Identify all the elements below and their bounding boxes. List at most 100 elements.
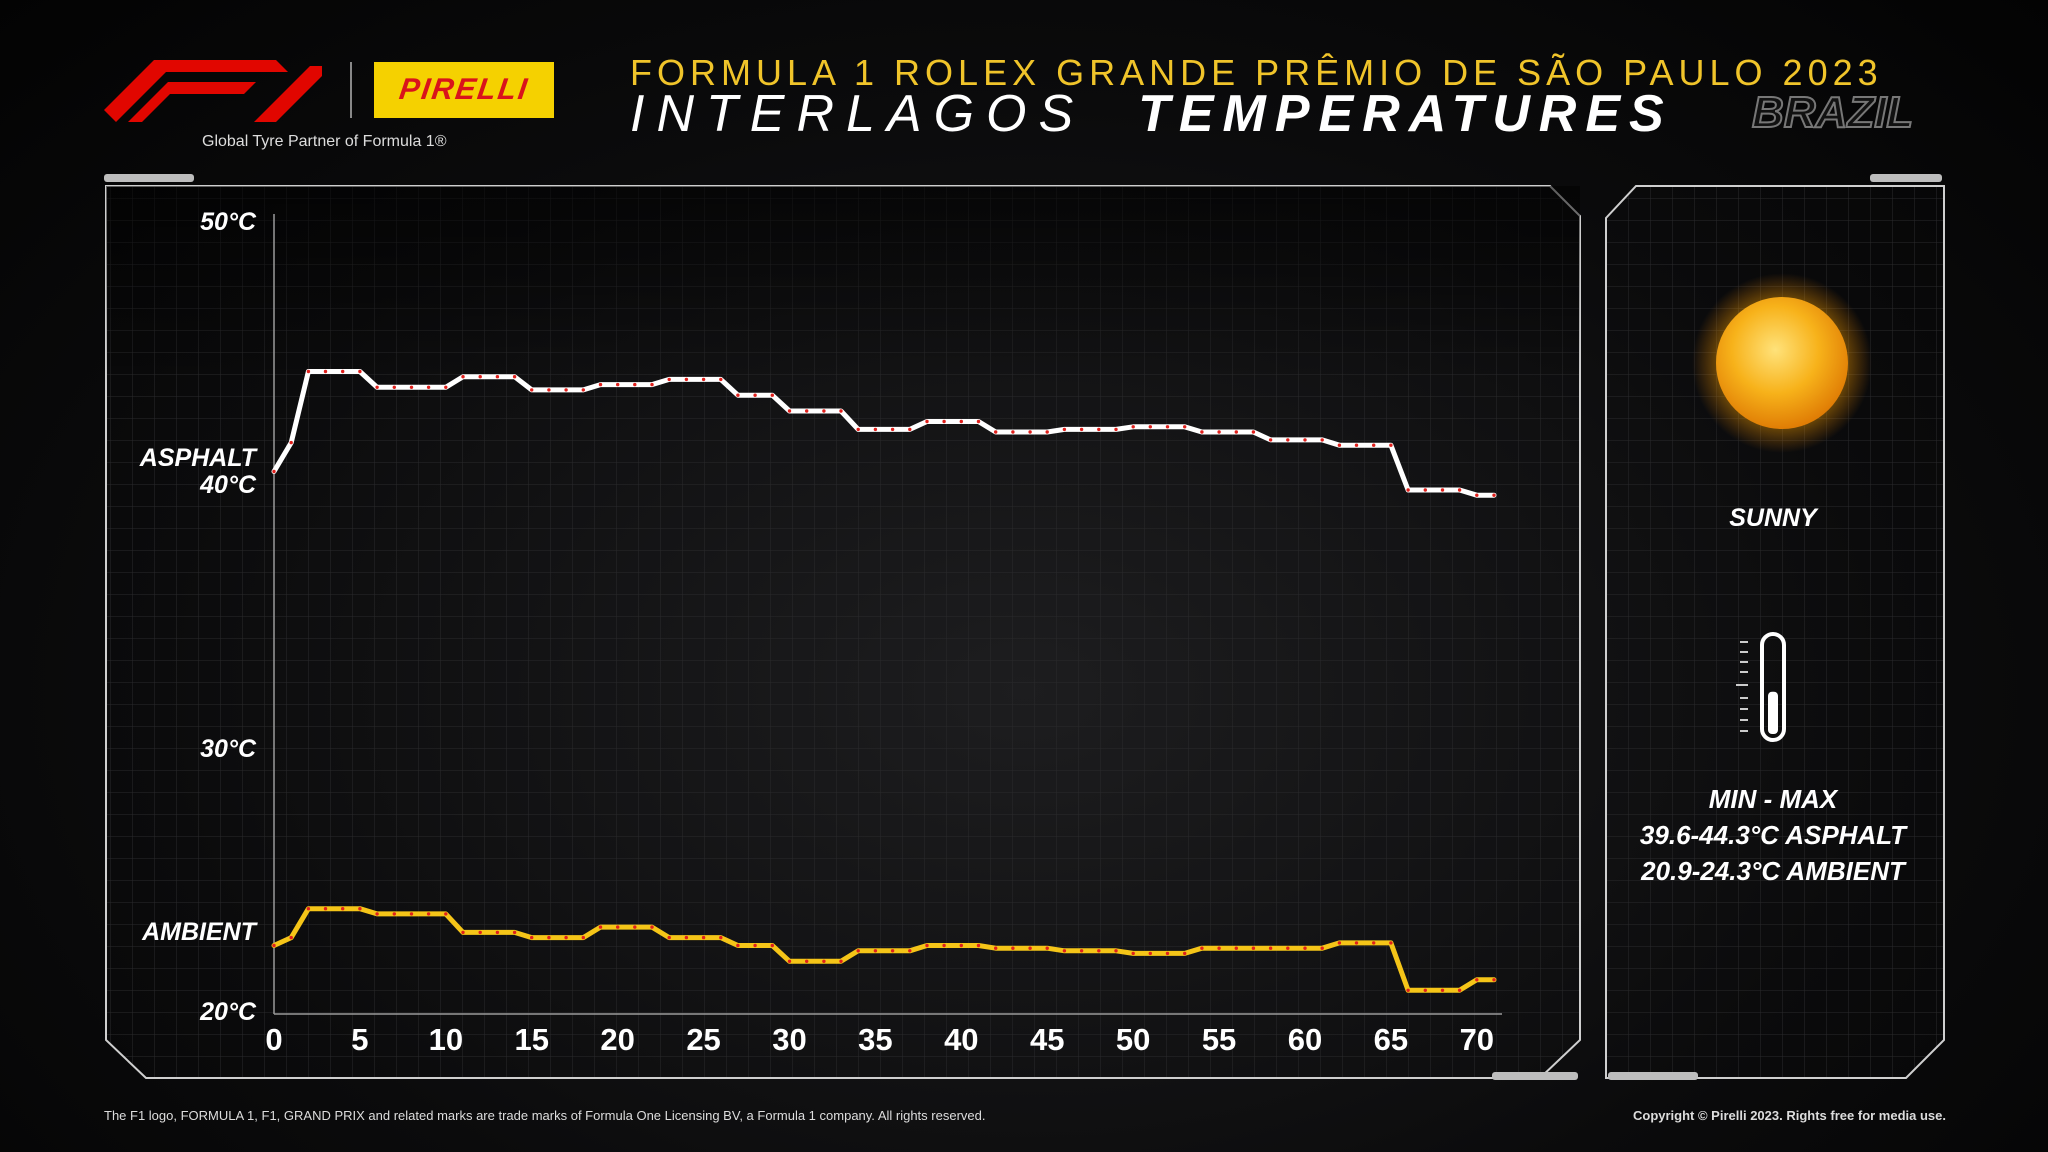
ambient-data-point bbox=[616, 925, 620, 929]
ambient-data-point bbox=[1148, 951, 1153, 956]
asphalt-data-point bbox=[770, 393, 774, 397]
ambient-data-point bbox=[1079, 949, 1084, 953]
country-label: BRAZIL bbox=[1751, 87, 1914, 138]
ambient-data-point bbox=[272, 943, 276, 948]
ambient-data-point bbox=[650, 925, 654, 929]
asphalt-data-point bbox=[1475, 493, 1479, 497]
ambient-data-point bbox=[1475, 978, 1479, 982]
asphalt-data-point bbox=[1286, 438, 1290, 442]
ambient-data-point bbox=[341, 907, 345, 911]
asphalt-data-point bbox=[272, 469, 276, 474]
asphalt-data-point bbox=[547, 388, 551, 392]
ambient-data-point bbox=[1286, 946, 1290, 950]
asphalt-data-point bbox=[478, 375, 482, 379]
logo-divider bbox=[350, 62, 352, 118]
ambient-data-point bbox=[1457, 988, 1462, 992]
asphalt-data-point bbox=[1457, 488, 1462, 492]
asphalt-data-point bbox=[461, 375, 465, 379]
x-tick-label: 65 bbox=[1373, 1022, 1409, 1057]
ambient-data-point bbox=[994, 946, 998, 950]
ambient-series-label: AMBIENT bbox=[142, 917, 256, 946]
ambient-data-point bbox=[1165, 951, 1170, 956]
asphalt-data-point bbox=[1148, 425, 1153, 429]
ambient-data-point bbox=[925, 943, 929, 948]
asphalt-data-point bbox=[323, 369, 328, 374]
x-tick-label: 15 bbox=[514, 1022, 549, 1057]
asphalt-data-point bbox=[942, 419, 946, 424]
ambient-data-point bbox=[1045, 946, 1049, 950]
x-tick-label: 0 bbox=[265, 1022, 283, 1057]
chart-axes bbox=[273, 214, 1502, 1015]
asphalt-data-point bbox=[1234, 430, 1239, 434]
title-word: TEMPERATURES bbox=[1138, 85, 1673, 143]
ambient-data-point bbox=[530, 935, 534, 940]
ambient-data-point bbox=[1320, 946, 1324, 950]
asphalt-data-point bbox=[1389, 443, 1393, 447]
ambient-data-point bbox=[1251, 946, 1256, 950]
ambient-data-point bbox=[289, 935, 293, 940]
ambient-data-point bbox=[822, 959, 826, 963]
ambient-data-point bbox=[719, 935, 723, 940]
asphalt-data-point bbox=[1337, 443, 1342, 447]
asphalt-data-point bbox=[873, 427, 878, 432]
asphalt-data-point bbox=[392, 385, 396, 389]
asphalt-data-point bbox=[667, 377, 671, 382]
asphalt-data-point bbox=[701, 377, 706, 382]
asphalt-data-point bbox=[1045, 430, 1049, 434]
asphalt-data-point bbox=[616, 382, 620, 387]
ambient-data-point bbox=[392, 912, 396, 916]
asphalt-series-line bbox=[271, 369, 1497, 498]
asphalt-series-label: ASPHALT bbox=[139, 443, 256, 472]
partner-text: Global Tyre Partner of Formula 1® bbox=[202, 133, 447, 150]
asphalt-data-point bbox=[341, 369, 345, 374]
x-tick-label: 35 bbox=[858, 1022, 893, 1057]
ambient-data-point bbox=[598, 925, 603, 929]
ambient-series-line bbox=[271, 906, 1497, 993]
x-tick-label: 30 bbox=[772, 1022, 807, 1057]
asphalt-data-point bbox=[684, 377, 689, 382]
x-tick-label: 5 bbox=[351, 1022, 369, 1057]
asphalt-data-point bbox=[444, 385, 448, 389]
conditions-panel bbox=[1605, 185, 1945, 1079]
asphalt-data-point bbox=[530, 388, 534, 392]
x-tick-label: 50 bbox=[1115, 1022, 1151, 1057]
asphalt-range: 39.6-44.3°C ASPHALT bbox=[1639, 820, 1907, 850]
x-tick-label: 40 bbox=[944, 1022, 979, 1057]
ambient-data-point bbox=[375, 912, 379, 916]
track-title: INTERLAGOS TEMPERATURES bbox=[630, 84, 1673, 144]
track-name: INTERLAGOS bbox=[630, 85, 1086, 143]
ambient-data-point bbox=[358, 907, 362, 911]
ambient-data-point bbox=[1183, 951, 1187, 956]
asphalt-data-point bbox=[375, 385, 379, 389]
asphalt-data-point bbox=[289, 440, 293, 445]
ambient-data-point bbox=[1217, 946, 1221, 950]
event-title: FORMULA 1 ROLEX GRANDE PRÊMIO DE SÃO PAU… bbox=[630, 52, 1883, 93]
ambient-data-point bbox=[856, 949, 860, 953]
asphalt-data-point bbox=[736, 393, 740, 397]
asphalt-data-point bbox=[1165, 425, 1170, 429]
ambient-data-point bbox=[805, 959, 809, 963]
ambient-data-point bbox=[1372, 941, 1376, 945]
asphalt-data-point bbox=[1423, 488, 1428, 492]
asphalt-data-point bbox=[1372, 443, 1376, 447]
ambient-data-point bbox=[633, 925, 637, 929]
x-tick-label: 45 bbox=[1029, 1022, 1065, 1057]
ambient-data-point bbox=[839, 959, 843, 963]
asphalt-data-point bbox=[976, 419, 981, 424]
y-tick-label: 50°C bbox=[200, 208, 256, 236]
pirelli-logo: PIRELLI bbox=[374, 62, 554, 118]
y-tick-label: 40°C bbox=[200, 471, 256, 500]
ambient-data-point bbox=[976, 943, 981, 948]
ambient-data-point bbox=[1303, 946, 1307, 950]
asphalt-data-point bbox=[822, 409, 826, 413]
x-tick-label: 20 bbox=[600, 1022, 635, 1057]
asphalt-data-point bbox=[1492, 493, 1496, 497]
thermometer-icon bbox=[1736, 632, 1786, 742]
ambient-data-point bbox=[942, 943, 946, 948]
asphalt-data-point bbox=[1183, 425, 1187, 429]
asphalt-data-point bbox=[564, 388, 568, 392]
asphalt-data-point bbox=[598, 382, 603, 387]
ambient-data-point bbox=[1268, 946, 1273, 950]
ambient-data-point bbox=[1131, 951, 1135, 956]
ambient-data-point bbox=[908, 949, 912, 953]
